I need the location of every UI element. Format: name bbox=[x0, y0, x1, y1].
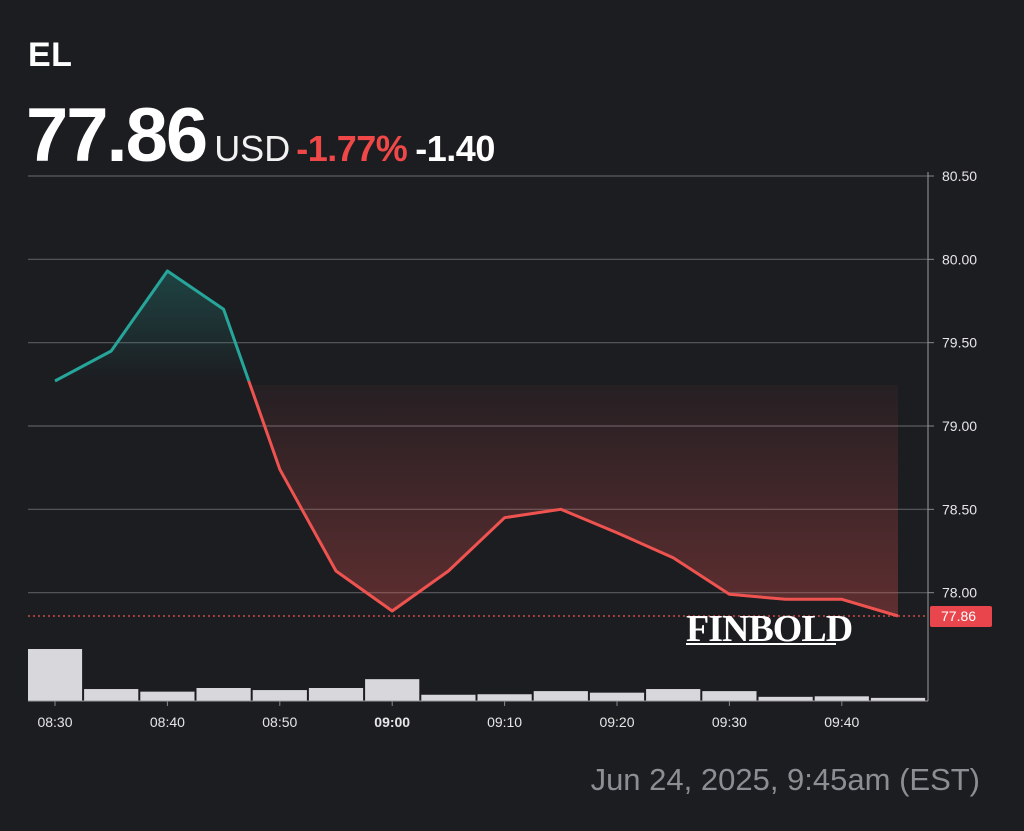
x-tick-label: 09:00 bbox=[374, 714, 410, 730]
volume-bar bbox=[589, 692, 645, 701]
y-tick-label: 80.00 bbox=[942, 251, 977, 267]
y-tick-label: 79.50 bbox=[942, 335, 977, 351]
x-tick-label: 08:50 bbox=[262, 714, 297, 730]
last-price-badge bbox=[930, 606, 992, 627]
watermark-layer: FINBOLD bbox=[686, 608, 853, 650]
volume-bar bbox=[28, 649, 83, 701]
currency-label: USD bbox=[214, 128, 291, 169]
volume-bars bbox=[28, 649, 926, 701]
change-absolute: -1.40 bbox=[415, 128, 495, 169]
y-tick-label: 78.50 bbox=[942, 501, 977, 517]
timestamp: Jun 24, 2025, 9:45am (EST) bbox=[590, 762, 980, 797]
change-percent: -1.77% bbox=[296, 128, 408, 169]
line-down-segment bbox=[247, 380, 899, 618]
y-tick-label: 78.00 bbox=[942, 585, 977, 601]
volume-bar bbox=[365, 679, 420, 701]
volume-bar bbox=[702, 691, 757, 701]
x-tick-label: 08:30 bbox=[37, 714, 72, 730]
volume-bar bbox=[646, 689, 701, 701]
volume-bar bbox=[140, 691, 195, 701]
line-up-segment bbox=[54, 269, 251, 383]
volume-bar bbox=[252, 690, 307, 701]
price-line bbox=[28, 269, 928, 618]
volume-bar bbox=[533, 691, 588, 701]
ticker-symbol: EL bbox=[28, 36, 73, 74]
x-tick-label: 09:10 bbox=[487, 714, 522, 730]
x-tick-label: 09:20 bbox=[599, 714, 634, 730]
x-tick-label: 08:40 bbox=[150, 714, 185, 730]
volume-bar bbox=[421, 694, 476, 701]
last-price-label: 77.86 bbox=[941, 608, 976, 624]
volume-bar bbox=[814, 696, 869, 701]
current-price: 77.86 bbox=[26, 93, 208, 178]
axes: 80.50 80.00 79.50 79.00 78.50 78.00 08:30 08:40… bbox=[28, 168, 992, 730]
volume-bar bbox=[308, 688, 364, 701]
volume-bar bbox=[758, 696, 813, 701]
volume-bar bbox=[196, 688, 251, 701]
x-tick-label: 09:40 bbox=[824, 714, 859, 730]
y-tick-label: 79.00 bbox=[942, 418, 977, 434]
price-row: 77.86 USD -1.77% -1.40 bbox=[26, 92, 495, 179]
area-down bbox=[248, 381, 899, 616]
volume-bar bbox=[84, 689, 139, 701]
price-area bbox=[55, 271, 899, 616]
y-tick-label: 80.50 bbox=[942, 168, 977, 184]
area-up bbox=[55, 271, 249, 381]
volume-bar bbox=[870, 697, 926, 701]
x-tick-label: 09:30 bbox=[712, 714, 747, 730]
volume-bar bbox=[477, 694, 532, 701]
